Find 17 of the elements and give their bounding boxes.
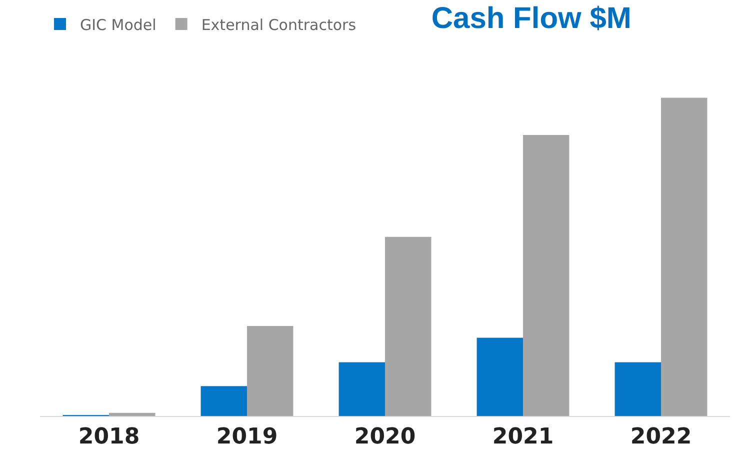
bar (523, 134, 570, 416)
legend-label: GIC Model (80, 16, 156, 34)
legend-label: External Contractors (201, 16, 356, 34)
bar (476, 338, 523, 416)
x-tick-label: 2021 (492, 424, 554, 450)
bar (247, 326, 294, 416)
bar (200, 386, 247, 416)
bar (661, 98, 708, 416)
bar (385, 236, 432, 416)
x-tick-label: 2022 (630, 424, 692, 450)
x-tick-label: 2018 (78, 424, 140, 450)
chart-title: Cash Flow $M (431, 2, 632, 35)
bar (338, 362, 385, 416)
bar (614, 362, 661, 416)
x-tick-label: 2019 (216, 424, 278, 450)
x-tick-label: 2020 (354, 424, 416, 450)
bar (109, 412, 156, 416)
